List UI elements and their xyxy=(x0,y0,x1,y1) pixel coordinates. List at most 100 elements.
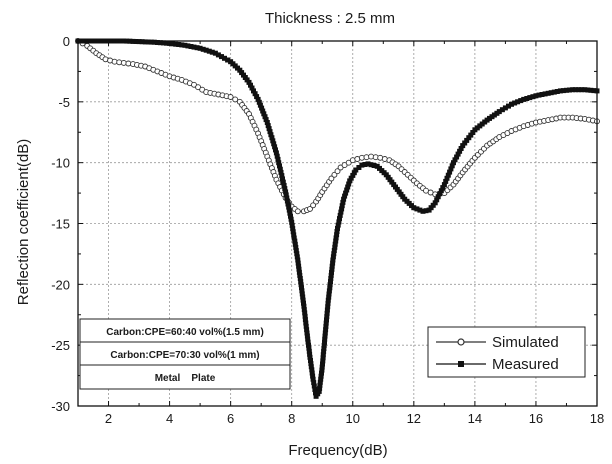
data-point-measured xyxy=(432,200,438,206)
data-point-measured xyxy=(161,40,166,46)
data-point-measured xyxy=(303,323,309,329)
data-point-measured xyxy=(266,126,272,132)
data-point-measured xyxy=(282,186,288,192)
data-point-measured xyxy=(326,294,332,300)
data-point-measured xyxy=(330,260,336,266)
data-point-measured xyxy=(182,42,188,48)
data-point-measured xyxy=(254,94,260,100)
data-point-measured xyxy=(293,248,299,254)
data-point-measured xyxy=(579,87,585,93)
x-tick-label: 2 xyxy=(105,411,112,426)
data-point-measured xyxy=(350,172,356,178)
data-point-measured xyxy=(330,257,336,263)
data-point-measured xyxy=(261,111,267,117)
y-tick-label: -15 xyxy=(51,217,70,232)
data-point-measured xyxy=(554,89,560,94)
inset-row-2: Carbon:CPE=70:30 vol%(1 mm) xyxy=(110,350,259,361)
data-point-measured xyxy=(318,376,324,382)
legend-measured-marker xyxy=(458,361,464,367)
data-point-measured xyxy=(342,193,348,199)
data-point-measured xyxy=(330,254,336,260)
data-point-measured xyxy=(246,79,252,85)
data-point-simulated xyxy=(345,159,352,166)
data-point-measured xyxy=(268,132,274,138)
legend-frame xyxy=(427,326,586,378)
data-point-measured xyxy=(291,235,297,241)
data-point-measured xyxy=(542,91,548,97)
data-point-measured xyxy=(515,99,521,105)
x-tick-label: 10 xyxy=(346,411,360,426)
data-point-measured xyxy=(327,282,333,288)
data-point-measured xyxy=(582,87,588,93)
legend-measured-label: Measured xyxy=(492,356,559,373)
data-point-measured xyxy=(329,269,334,275)
data-point-measured xyxy=(300,297,306,303)
data-point-measured xyxy=(307,354,313,360)
data-point-measured xyxy=(209,49,215,55)
data-point-measured xyxy=(225,57,231,63)
data-point-measured xyxy=(317,379,323,385)
data-point-measured xyxy=(576,87,582,93)
data-point-measured xyxy=(320,358,326,364)
data-point-measured xyxy=(499,107,505,113)
data-point-measured xyxy=(521,96,527,102)
data-point-measured xyxy=(567,87,572,93)
data-point-measured xyxy=(307,351,313,357)
data-point-measured xyxy=(271,141,277,147)
data-point-measured xyxy=(518,98,524,104)
data-point-measured xyxy=(333,235,339,241)
data-point-measured xyxy=(440,185,446,191)
data-point-measured xyxy=(265,123,271,129)
inset-row-1: Carbon:CPE=60:40 vol%(1.5 mm) xyxy=(106,327,264,338)
data-point-measured xyxy=(320,361,325,367)
data-point-measured xyxy=(570,87,576,93)
data-point-measured xyxy=(470,130,476,135)
data-point-measured xyxy=(292,241,298,247)
data-point-measured xyxy=(252,91,258,97)
data-point-measured xyxy=(164,40,169,46)
data-point-measured xyxy=(145,39,151,45)
data-point-measured xyxy=(468,132,474,138)
data-point-measured xyxy=(328,272,334,278)
data-point-measured xyxy=(284,195,290,201)
data-point-measured xyxy=(312,387,318,392)
y-tick-label: -5 xyxy=(58,95,70,110)
data-point-measured xyxy=(323,323,329,329)
data-point-measured xyxy=(256,99,262,105)
data-point-measured xyxy=(304,330,310,336)
data-point-measured xyxy=(591,88,597,94)
data-point-measured xyxy=(296,263,302,269)
data-point-measured xyxy=(259,105,265,111)
data-point-measured xyxy=(448,166,454,172)
data-point-measured xyxy=(310,373,316,379)
data-point-measured xyxy=(286,204,292,210)
data-point-measured xyxy=(142,39,148,45)
data-point-measured xyxy=(222,55,227,61)
data-point-measured xyxy=(344,187,350,193)
data-point-measured xyxy=(301,303,307,309)
data-point-measured xyxy=(371,163,377,168)
data-point-measured xyxy=(509,101,514,107)
data-point-measured xyxy=(322,339,327,345)
data-point-measured xyxy=(573,87,579,93)
data-point-measured xyxy=(260,108,266,114)
data-point-measured xyxy=(466,135,472,141)
data-point-measured xyxy=(302,313,308,319)
data-point-measured xyxy=(346,181,352,187)
data-point-measured xyxy=(294,251,300,257)
data-point-measured xyxy=(329,266,335,272)
data-point-measured xyxy=(365,161,371,167)
data-point-measured xyxy=(305,339,311,345)
data-point-simulated xyxy=(232,96,239,103)
data-point-measured xyxy=(280,176,285,182)
data-point-measured xyxy=(295,257,301,263)
data-point-measured xyxy=(309,370,315,376)
y-axis-title: Reflection coefficient(dB) xyxy=(15,139,32,305)
data-point-measured xyxy=(339,206,345,212)
y-tick-label: -20 xyxy=(51,277,70,292)
data-point-measured xyxy=(464,137,470,143)
data-point-measured xyxy=(297,272,303,278)
data-point-measured xyxy=(188,44,194,49)
data-point-measured xyxy=(302,310,308,316)
data-point-measured xyxy=(457,148,463,154)
